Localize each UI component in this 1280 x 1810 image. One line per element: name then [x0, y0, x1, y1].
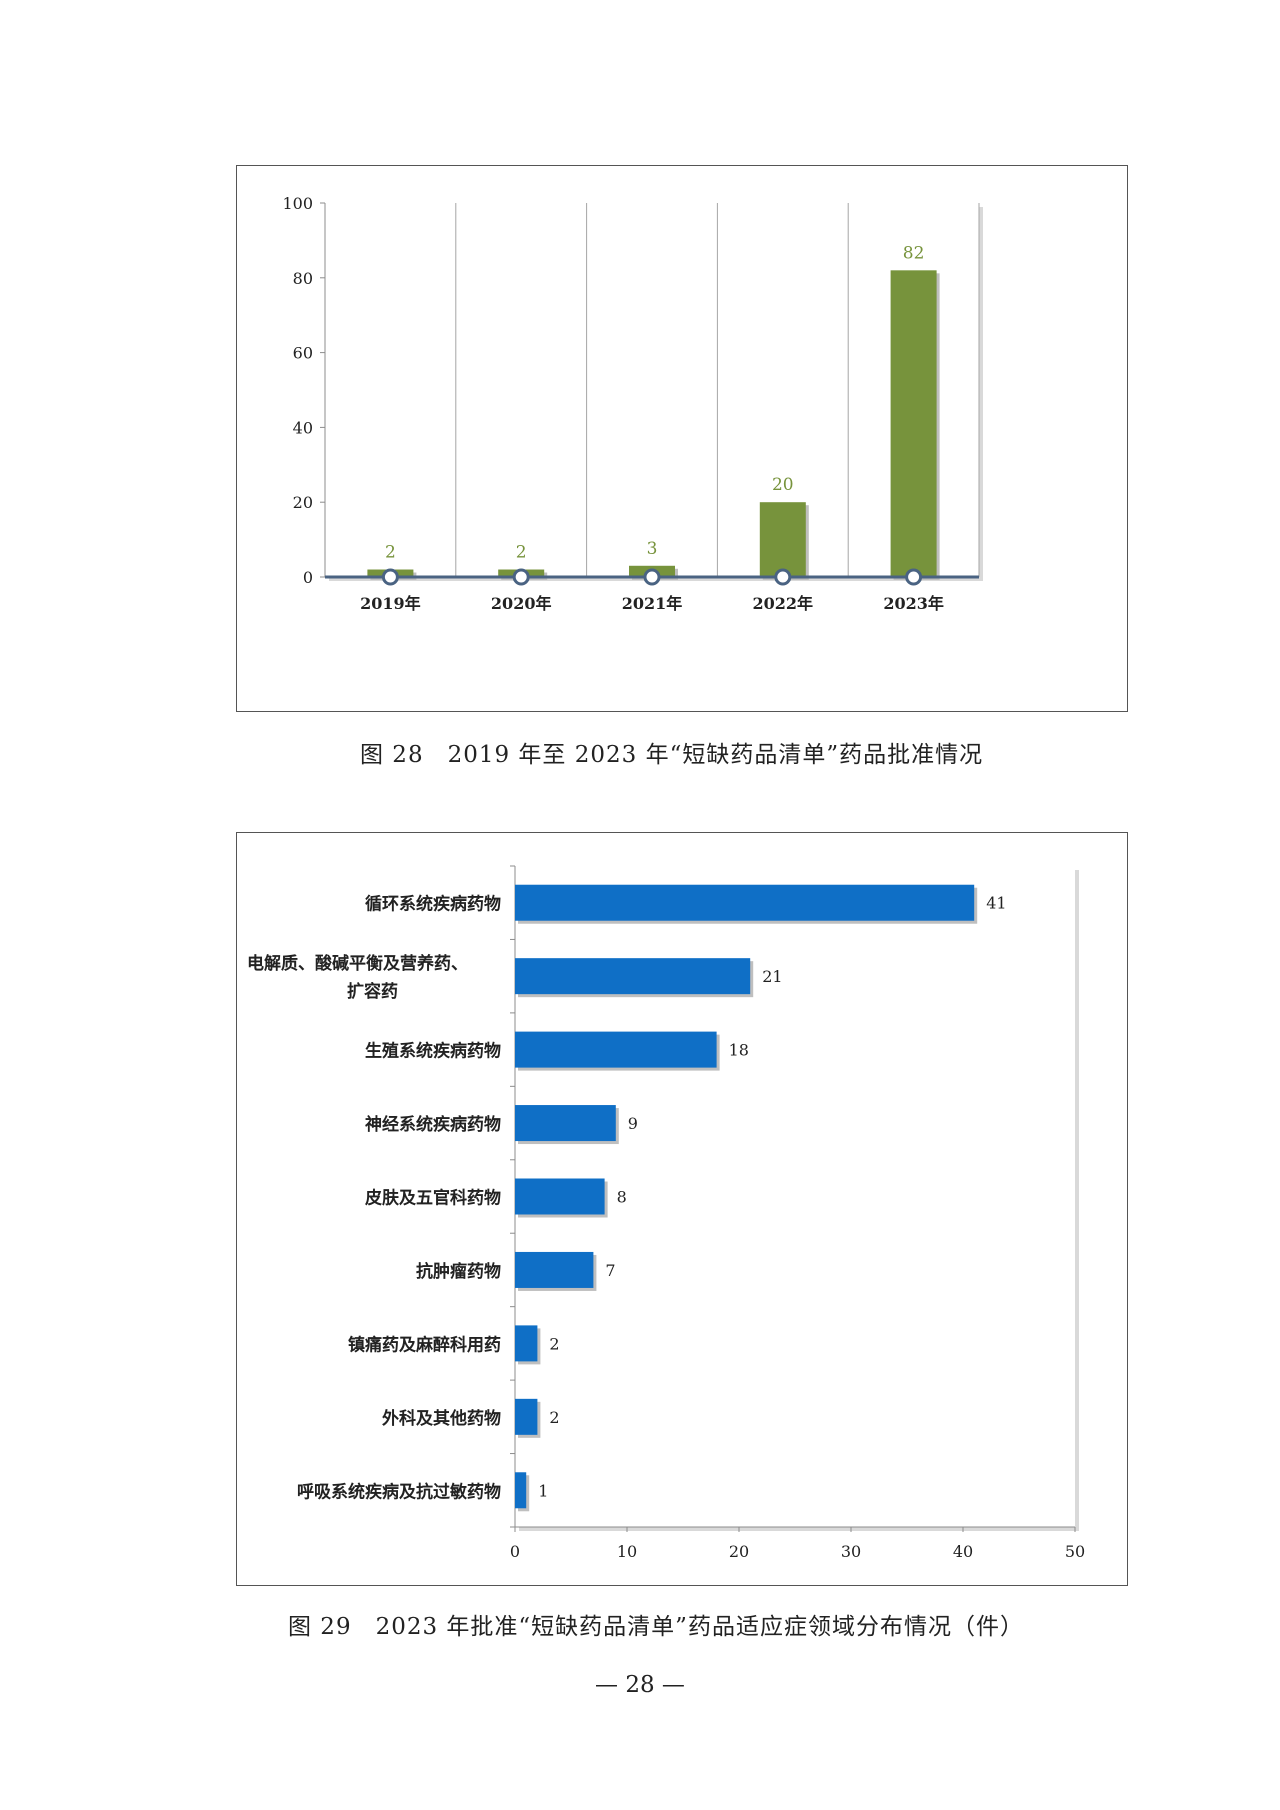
bar — [515, 1251, 594, 1288]
x-tick-label: 20 — [729, 1542, 749, 1561]
category-label: 外科及其他药物 — [382, 1408, 501, 1429]
data-label: 7 — [605, 1261, 615, 1280]
figure-28-chart: 0 20 40 60 80 100 2 2019年 2 2020年 3 2021年 20 2022年 82 2… — [282, 194, 983, 613]
x-tick-label: 2023年 — [883, 594, 944, 613]
baseline-marker — [905, 568, 923, 586]
bar — [515, 1472, 527, 1509]
category-label: 皮肤及五官科药物 — [365, 1188, 501, 1209]
category-label: 电解质、酸碱平衡及营养药、 — [247, 953, 468, 974]
bar — [515, 884, 975, 921]
bar — [890, 270, 937, 577]
baseline-marker — [381, 568, 399, 586]
figure-28-frame: 0 20 40 60 80 100 2 2019年 2 2020年 3 2021年 20 2022年 82 2… — [236, 165, 1128, 712]
plot-area — [325, 203, 979, 577]
figure-29-frame: 0 10 20 30 40 50 41 循环系统疾病药物 21 电解质、酸碱平衡及营养药、 扩容药 1… — [236, 832, 1128, 1586]
baseline-marker — [512, 568, 530, 586]
x-tick-label: 2021年 — [622, 594, 683, 613]
category-label: 生殖系统疾病药物 — [365, 1041, 501, 1062]
baseline-marker — [643, 568, 661, 586]
data-label: 2 — [549, 1408, 559, 1427]
baseline-marker — [774, 568, 792, 586]
category-label: 呼吸系统疾病及抗过敏药物 — [297, 1481, 501, 1502]
x-tick-label: 2022年 — [753, 594, 814, 613]
y-tick-label: 60 — [293, 344, 313, 363]
bar — [515, 1031, 717, 1068]
data-label: 9 — [628, 1114, 638, 1133]
x-tick-label: 2020年 — [491, 594, 552, 613]
data-label: 3 — [647, 539, 658, 559]
bar — [759, 502, 806, 577]
bar — [515, 1325, 538, 1362]
category-label: 神经系统疾病药物 — [365, 1114, 501, 1135]
bar — [515, 958, 751, 995]
y-tick-label: 80 — [293, 269, 313, 288]
x-tick-label: 10 — [617, 1542, 637, 1561]
bar — [515, 1178, 605, 1215]
bar — [515, 1105, 616, 1142]
data-label: 1 — [538, 1481, 548, 1500]
data-label: 21 — [762, 967, 782, 986]
data-label: 2 — [385, 543, 396, 563]
category-label: 镇痛药及麻醉科用药 — [348, 1334, 501, 1355]
figure-29-chart: 0 10 20 30 40 5041循环系统疾病药物21电解质、酸碱平衡及营养药、扩容药1… — [247, 865, 1085, 1561]
data-label: 41 — [986, 894, 1006, 913]
x-tick-label: 30 — [841, 1542, 861, 1561]
category-label: 循环系统疾病药物 — [365, 894, 501, 915]
y-tick-label: 100 — [282, 194, 313, 213]
x-tick-label: 50 — [1065, 1542, 1085, 1561]
y-tick-label: 20 — [293, 493, 313, 512]
category-label: 扩容药 — [347, 981, 398, 1002]
y-tick-label: 0 — [303, 568, 313, 587]
figure-28-caption: 图 28 2019 年至 2023 年“短缺药品清单”药品批准情况 — [360, 742, 984, 768]
page-number: — 28 — — [595, 1672, 685, 1698]
data-label: 2 — [549, 1334, 559, 1353]
x-tick-label: 2019年 — [360, 594, 421, 613]
bar — [515, 1398, 538, 1435]
data-label: 82 — [903, 243, 925, 263]
data-label: 18 — [729, 1041, 749, 1060]
data-label: 8 — [617, 1188, 627, 1207]
category-label: 抗肿瘤药物 — [416, 1261, 501, 1282]
y-tick-label: 40 — [293, 418, 313, 437]
x-tick-label: 40 — [953, 1542, 973, 1561]
figure-29-caption: 图 29 2023 年批准“短缺药品清单”药品适应症领域分布情况（件） — [288, 1614, 1024, 1640]
data-label: 2 — [516, 543, 527, 563]
x-tick-label: 0 — [510, 1542, 520, 1561]
data-label: 20 — [772, 475, 794, 495]
